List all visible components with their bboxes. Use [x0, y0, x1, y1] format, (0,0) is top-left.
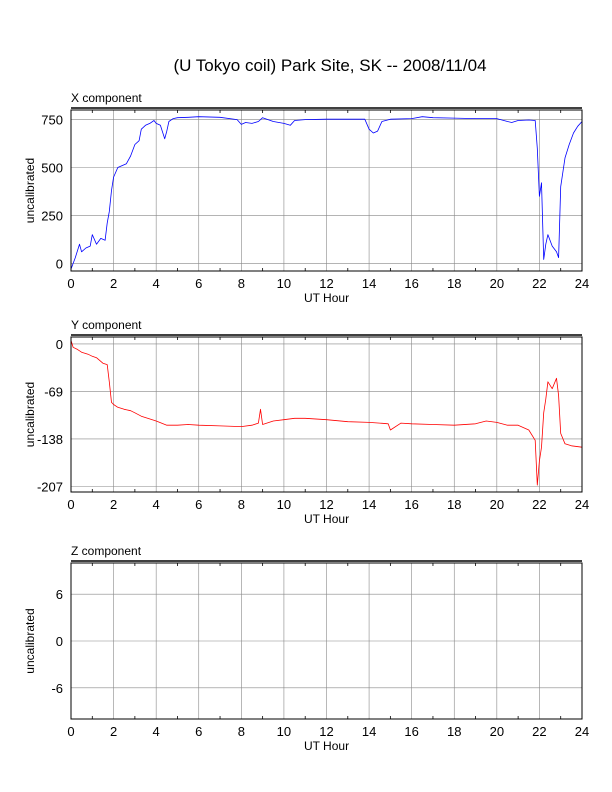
panel-1-x-tick-label: 16 — [404, 276, 418, 291]
panel-1-x-tick-label: 20 — [490, 276, 504, 291]
panel-1-x-tick-label: 8 — [238, 276, 245, 291]
panel-2-x-tick-label: 24 — [575, 497, 589, 512]
panel-3-y-tick-label: 6 — [56, 587, 63, 602]
panel-3-x-tick-label: 18 — [447, 724, 461, 739]
panel-1-title: X component — [71, 91, 142, 105]
panel-1-x-tick-label: 18 — [447, 276, 461, 291]
panel-2-x-tick-label: 0 — [67, 497, 74, 512]
panel-3-x-tick-label: 2 — [110, 724, 117, 739]
panel-3-frame — [70, 562, 583, 720]
panel-2-x-tick-label: 22 — [532, 497, 546, 512]
panel-1-y-tick-label: 750 — [41, 113, 63, 128]
panel-2-series-line — [70, 340, 583, 486]
panel-2-title: Y component — [71, 318, 142, 332]
panel-3-x-tick-label: 4 — [153, 724, 160, 739]
panel-2-x-tick-label: 8 — [238, 497, 245, 512]
panel-3-title: Z component — [71, 544, 142, 558]
panel-2-y-tick-label: -207 — [37, 479, 63, 494]
panel-1-x-tick-label: 10 — [277, 276, 291, 291]
panel-3-x-tick-label: 20 — [490, 724, 504, 739]
panel-1-series-line — [70, 116, 583, 270]
panel-3-x-tick-label: 22 — [532, 724, 546, 739]
panel-3-x-axis-label: UT Hour — [304, 739, 349, 753]
panel-1-x-axis-label: UT Hour — [304, 291, 349, 305]
panel-1-x-tick-label: 6 — [195, 276, 202, 291]
panel-3-x-tick-label: 24 — [575, 724, 589, 739]
panel-3-x-tick-label: 16 — [404, 724, 418, 739]
panel-2-x-tick-label: 6 — [195, 497, 202, 512]
panel-2-x-tick-label: 4 — [153, 497, 160, 512]
panel-3-y-axis-label: uncalibrated — [23, 608, 37, 673]
panel-2-frame — [70, 336, 583, 493]
panel-1-y-tick-label: 250 — [41, 208, 63, 223]
panel-3-y-tick-label: 0 — [56, 634, 63, 649]
panel-1-x-tick-label: 0 — [67, 276, 74, 291]
panel-3-x-tick-label: 12 — [319, 724, 333, 739]
panel-1-y-tick-label: 0 — [56, 256, 63, 271]
panel-3-x-tick-label: 10 — [277, 724, 291, 739]
panel-1-x-tick-label: 4 — [153, 276, 160, 291]
panel-3-y-tick-label: -6 — [51, 681, 63, 696]
panel-1-x-tick-label: 12 — [319, 276, 333, 291]
panel-1-frame — [70, 109, 583, 272]
panel-1-y-axis-label: uncalibrated — [23, 158, 37, 223]
panel-2-x-tick-label: 18 — [447, 497, 461, 512]
panel-2-y-axis-label: uncalibrated — [23, 382, 37, 447]
panel-2-x-tick-label: 20 — [490, 497, 504, 512]
panel-1-x-tick-label: 14 — [362, 276, 376, 291]
panel-1-x-tick-label: 24 — [575, 276, 589, 291]
panel-2-x-tick-label: 12 — [319, 497, 333, 512]
panel-3-x-tick-label: 8 — [238, 724, 245, 739]
panel-1-y-tick-label: 500 — [41, 161, 63, 176]
panel-3-x-tick-label: 0 — [67, 724, 74, 739]
panel-2-x-tick-label: 2 — [110, 497, 117, 512]
chart-title: (U Tokyo coil) Park Site, SK -- 2008/11/… — [173, 56, 487, 75]
panel-1-x-tick-label: 22 — [532, 276, 546, 291]
panel-2-y-tick-label: 0 — [56, 337, 63, 352]
panel-2-y-tick-label: -69 — [44, 384, 63, 399]
panel-2-x-axis-label: UT Hour — [304, 512, 349, 526]
panel-2-x-tick-label: 10 — [277, 497, 291, 512]
panel-3-x-tick-label: 6 — [195, 724, 202, 739]
panel-3-x-tick-label: 14 — [362, 724, 376, 739]
panel-2-y-tick-label: -138 — [37, 432, 63, 447]
panel-2-x-tick-label: 14 — [362, 497, 376, 512]
panel-1-x-tick-label: 2 — [110, 276, 117, 291]
panel-2-x-tick-label: 16 — [404, 497, 418, 512]
